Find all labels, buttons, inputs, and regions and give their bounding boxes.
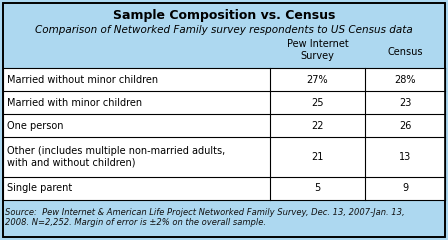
- Text: Pew Internet
Survey: Pew Internet Survey: [287, 39, 349, 61]
- Text: Sample Composition vs. Census: Sample Composition vs. Census: [113, 10, 335, 23]
- Text: 9: 9: [402, 183, 408, 193]
- Text: Other (includes multiple non-married adults,
with and without children): Other (includes multiple non-married adu…: [7, 146, 225, 168]
- Text: 23: 23: [399, 98, 411, 108]
- Text: 27%: 27%: [307, 75, 328, 84]
- Text: One person: One person: [7, 121, 64, 131]
- Text: 22: 22: [311, 121, 324, 131]
- Bar: [3, 68, 445, 200]
- Text: 26: 26: [399, 121, 411, 131]
- Text: Married without minor children: Married without minor children: [7, 75, 158, 84]
- Text: Census: Census: [387, 47, 423, 57]
- Text: 5: 5: [314, 183, 321, 193]
- Text: 28%: 28%: [394, 75, 416, 84]
- Text: Married with minor children: Married with minor children: [7, 98, 142, 108]
- Text: 13: 13: [399, 152, 411, 162]
- Text: 25: 25: [311, 98, 324, 108]
- Text: 21: 21: [311, 152, 324, 162]
- Text: Source:  Pew Internet & American Life Project Networked Family Survey, Dec. 13, : Source: Pew Internet & American Life Pro…: [5, 208, 405, 228]
- Text: Comparison of Networked Family survey respondents to US Census data: Comparison of Networked Family survey re…: [35, 25, 413, 35]
- Text: Single parent: Single parent: [7, 183, 72, 193]
